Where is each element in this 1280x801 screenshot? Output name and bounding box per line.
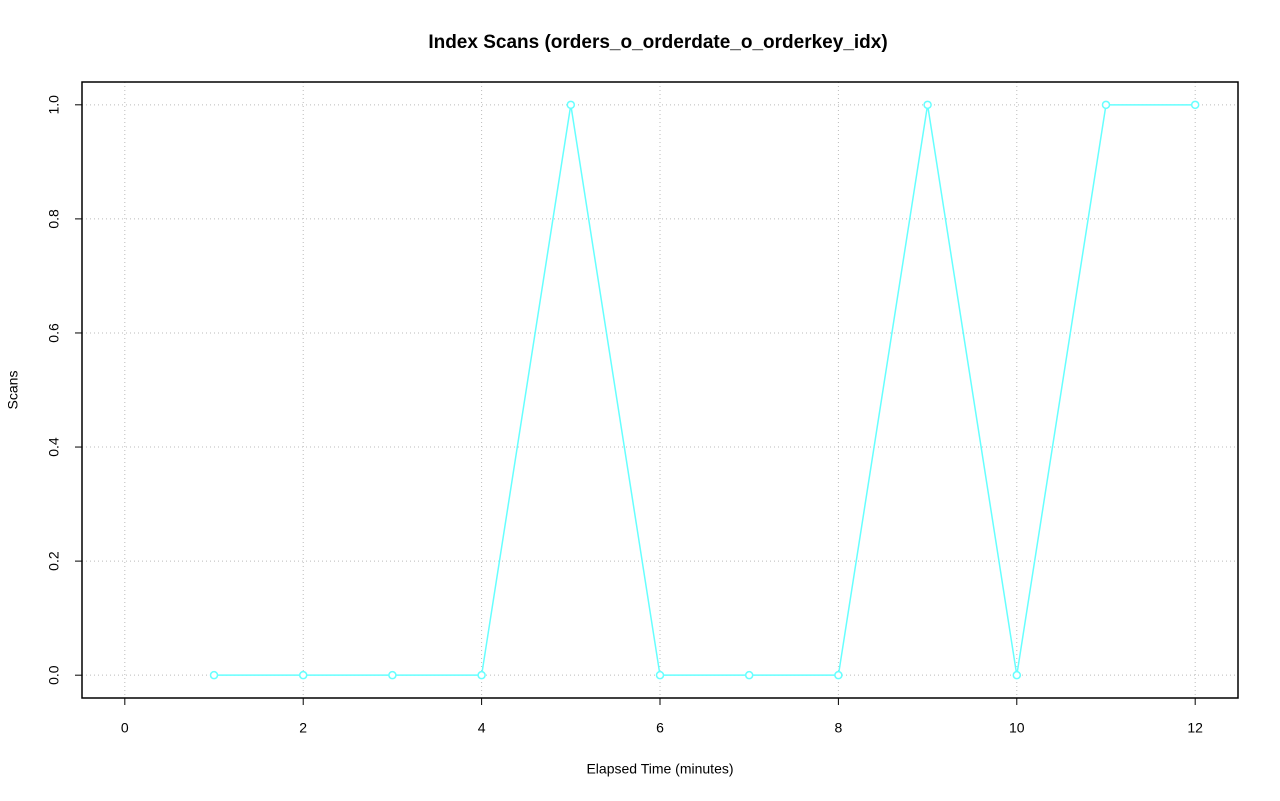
point xyxy=(566,100,576,110)
point xyxy=(1012,670,1022,680)
x-tick-label: 2 xyxy=(299,720,307,736)
line xyxy=(214,104,1196,676)
y-tick-label: 0.2 xyxy=(46,551,62,571)
point xyxy=(923,100,932,110)
point xyxy=(209,670,219,680)
y-tick-label: 0.8 xyxy=(46,209,62,229)
point xyxy=(655,670,665,680)
x-tick-label: 12 xyxy=(1187,720,1203,736)
point xyxy=(1190,100,1200,110)
x-tick-label: 0 xyxy=(121,720,129,736)
point xyxy=(1101,100,1111,110)
x-tick-label: 8 xyxy=(834,720,842,736)
point xyxy=(477,670,486,680)
y-tick-label: 0.6 xyxy=(46,323,62,343)
point xyxy=(298,670,308,680)
x-tick-label: 10 xyxy=(1009,720,1025,736)
x-tick-label: 4 xyxy=(478,720,486,736)
y-tick-label: 0.4 xyxy=(46,437,62,457)
y-axis-label: Scans xyxy=(5,371,21,410)
point xyxy=(834,670,843,680)
y-tick-label: 0.0 xyxy=(46,665,62,685)
point xyxy=(744,670,754,680)
plot-frame xyxy=(81,81,1239,699)
y-tick-label: 1.0 xyxy=(46,95,62,115)
chart-title: Index Scans (orders_o_orderdate_o_orderk… xyxy=(428,32,887,53)
x-axis-label: Elapsed Time (minutes) xyxy=(586,761,733,777)
point xyxy=(388,670,397,680)
x-tick-label: 6 xyxy=(656,720,664,736)
